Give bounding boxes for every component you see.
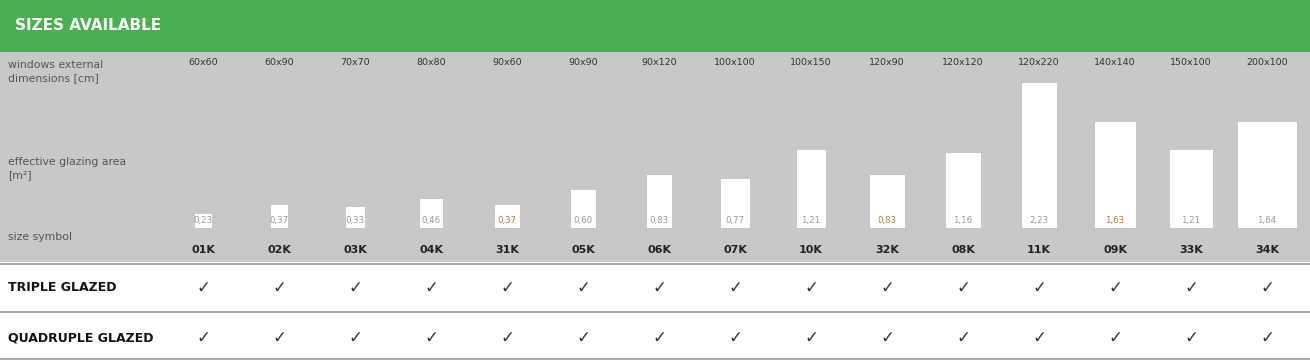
Text: 0,23: 0,23 xyxy=(194,216,212,225)
Text: 0,83: 0,83 xyxy=(878,216,896,225)
Text: 70x70: 70x70 xyxy=(341,58,369,67)
Text: 31K: 31K xyxy=(495,245,519,255)
Bar xyxy=(721,178,749,228)
Text: 05K: 05K xyxy=(571,245,595,255)
Text: 1,63: 1,63 xyxy=(1106,216,1124,225)
Text: ✓: ✓ xyxy=(804,329,817,347)
Text: 1,64: 1,64 xyxy=(1258,216,1276,225)
Bar xyxy=(419,198,443,228)
Text: 09K: 09K xyxy=(1103,245,1127,255)
Text: 120x120: 120x120 xyxy=(942,58,984,67)
Text: 0,33: 0,33 xyxy=(346,216,364,225)
Bar xyxy=(570,189,596,228)
Text: 90x90: 90x90 xyxy=(569,58,597,67)
Text: QUADRUPLE GLAZED: QUADRUPLE GLAZED xyxy=(8,331,153,344)
Text: 01K: 01K xyxy=(191,245,215,255)
Text: 100x100: 100x100 xyxy=(714,58,756,67)
Text: ✓: ✓ xyxy=(576,329,590,347)
Text: 100x150: 100x150 xyxy=(790,58,832,67)
Bar xyxy=(194,213,212,228)
Text: ✓: ✓ xyxy=(880,278,893,296)
Bar xyxy=(870,174,905,228)
Bar xyxy=(796,149,825,228)
Bar xyxy=(270,204,288,228)
Text: 2,23: 2,23 xyxy=(1030,216,1048,225)
Text: ✓: ✓ xyxy=(804,278,817,296)
Bar xyxy=(0,0,1310,52)
Text: ✓: ✓ xyxy=(576,278,590,296)
Text: 03K: 03K xyxy=(343,245,367,255)
Text: 1,21: 1,21 xyxy=(802,216,820,225)
Text: ✓: ✓ xyxy=(1108,329,1121,347)
Text: 10K: 10K xyxy=(799,245,823,255)
Text: ✓: ✓ xyxy=(500,329,514,347)
Text: 0,83: 0,83 xyxy=(650,216,668,225)
Text: 150x100: 150x100 xyxy=(1170,58,1212,67)
Bar xyxy=(345,206,365,228)
Text: ✓: ✓ xyxy=(880,329,893,347)
Text: ✓: ✓ xyxy=(424,278,438,296)
Text: 04K: 04K xyxy=(419,245,443,255)
Text: 33K: 33K xyxy=(1179,245,1203,255)
Text: ✓: ✓ xyxy=(728,329,741,347)
Text: 06K: 06K xyxy=(647,245,671,255)
Text: 90x60: 90x60 xyxy=(493,58,521,67)
Text: ✓: ✓ xyxy=(1032,278,1045,296)
Text: 02K: 02K xyxy=(267,245,291,255)
Text: TRIPLE GLAZED: TRIPLE GLAZED xyxy=(8,281,117,294)
Text: ✓: ✓ xyxy=(652,278,665,296)
Text: 60x90: 60x90 xyxy=(265,58,293,67)
Text: ✓: ✓ xyxy=(272,278,286,296)
Text: 08K: 08K xyxy=(951,245,975,255)
Text: 60x60: 60x60 xyxy=(189,58,217,67)
Text: ✓: ✓ xyxy=(1184,329,1197,347)
Text: ✓: ✓ xyxy=(1260,278,1273,296)
Text: ✓: ✓ xyxy=(1184,278,1197,296)
Bar xyxy=(646,174,672,228)
Text: 32K: 32K xyxy=(875,245,899,255)
Text: 0,46: 0,46 xyxy=(422,216,440,225)
Text: SIZES AVAILABLE: SIZES AVAILABLE xyxy=(14,18,161,34)
Text: 1,21: 1,21 xyxy=(1182,216,1200,225)
Text: ✓: ✓ xyxy=(1108,278,1121,296)
Text: 90x120: 90x120 xyxy=(641,58,677,67)
Text: ✓: ✓ xyxy=(348,278,362,296)
Text: ✓: ✓ xyxy=(652,329,665,347)
Bar xyxy=(1022,82,1057,228)
Text: 1,16: 1,16 xyxy=(954,216,972,225)
Text: ✓: ✓ xyxy=(956,278,969,296)
Bar xyxy=(1094,121,1136,228)
Text: size symbol: size symbol xyxy=(8,232,72,242)
Bar xyxy=(1169,149,1213,228)
Bar xyxy=(494,204,520,228)
Text: 200x100: 200x100 xyxy=(1246,58,1288,67)
Text: ✓: ✓ xyxy=(424,329,438,347)
Text: 0,37: 0,37 xyxy=(498,216,516,225)
Bar xyxy=(1238,121,1297,228)
Text: effective glazing area
[m²]: effective glazing area [m²] xyxy=(8,157,126,180)
Text: 0,37: 0,37 xyxy=(270,216,288,225)
Text: ✓: ✓ xyxy=(1260,329,1273,347)
Text: ✓: ✓ xyxy=(196,278,210,296)
Text: 120x220: 120x220 xyxy=(1018,58,1060,67)
Text: 0,77: 0,77 xyxy=(726,216,744,225)
Text: ✓: ✓ xyxy=(196,329,210,347)
Text: 34K: 34K xyxy=(1255,245,1279,255)
Text: 0,60: 0,60 xyxy=(574,216,592,225)
Text: 80x80: 80x80 xyxy=(417,58,445,67)
Text: 07K: 07K xyxy=(723,245,747,255)
Text: ✓: ✓ xyxy=(272,329,286,347)
Text: 120x90: 120x90 xyxy=(870,58,905,67)
Text: 11K: 11K xyxy=(1027,245,1051,255)
Bar xyxy=(0,52,1310,262)
Text: ✓: ✓ xyxy=(348,329,362,347)
Bar xyxy=(946,152,981,228)
Text: ✓: ✓ xyxy=(728,278,741,296)
Text: 140x140: 140x140 xyxy=(1094,58,1136,67)
Text: ✓: ✓ xyxy=(500,278,514,296)
Text: windows external
dimensions [cm]: windows external dimensions [cm] xyxy=(8,60,103,83)
Text: ✓: ✓ xyxy=(1032,329,1045,347)
Text: ✓: ✓ xyxy=(956,329,969,347)
